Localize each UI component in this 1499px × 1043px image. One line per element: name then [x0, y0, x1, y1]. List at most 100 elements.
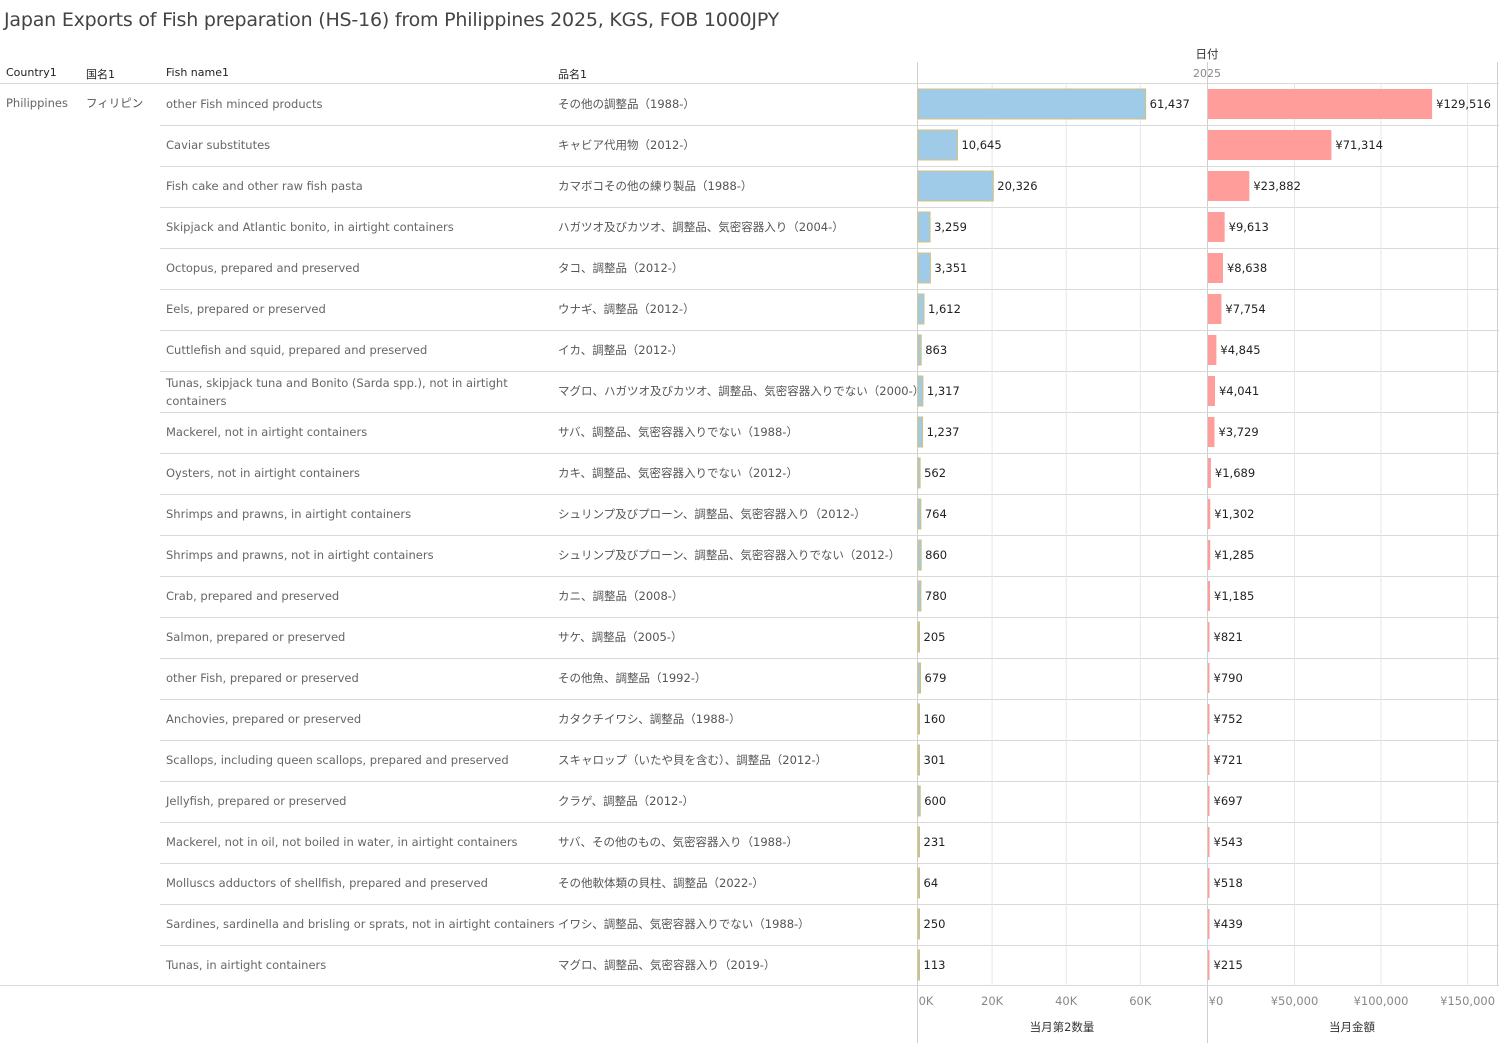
row-divider — [160, 863, 1499, 864]
row-fish-name: Tunas, skipjack tuna and Bonito (Sarda s… — [166, 376, 508, 408]
quantity-bar — [917, 621, 920, 653]
quantity-bar — [917, 129, 958, 161]
amount-axis-line — [1207, 62, 1208, 1043]
row-fish-name-jp: タコ、調整品（2012-） — [558, 261, 684, 275]
amount-bar — [1208, 130, 1332, 160]
amount-bar-label: ¥7,754 — [1225, 302, 1265, 316]
quantity-bar — [917, 498, 922, 530]
row-divider — [160, 412, 1499, 413]
quantity-bar-label: 160 — [924, 712, 946, 726]
row-fish-name-jp: マグロ、調整品、気密容器入り（2019-） — [558, 958, 776, 972]
amount-bar-label: ¥543 — [1214, 835, 1243, 849]
row-divider — [160, 166, 1499, 167]
header-country-jp: 国名1 — [86, 68, 115, 81]
chart-title: Japan Exports of Fish preparation (HS-16… — [4, 9, 780, 31]
amount-bar — [1208, 786, 1210, 816]
quantity-bar-label: 860 — [925, 548, 947, 562]
row-fish-name-jp: サケ、調整品（2005-） — [558, 630, 683, 644]
table-bottom-line — [0, 985, 1499, 986]
quantity-bar-chart: 61,437 10,645 20,326 3,259 3,351 1,612 863 1,31… — [917, 84, 1190, 986]
row-fish-name: Crab, prepared and preserved — [166, 589, 340, 603]
row-divider — [160, 207, 1499, 208]
row-divider — [160, 945, 1499, 946]
row-fish-name: Scallops, including queen scallops, prep… — [166, 753, 509, 767]
quantity-axis-title: 当月第2数量 — [1029, 1020, 1095, 1034]
row-divider — [160, 248, 1499, 249]
amount-axis-title: 当月金額 — [1329, 1020, 1375, 1034]
amount-bar-label: ¥1,285 — [1214, 548, 1254, 562]
quantity-bar-label: 1,237 — [927, 425, 960, 439]
amount-bar — [1208, 376, 1215, 406]
amount-bar — [1208, 909, 1210, 939]
amount-bar — [1208, 294, 1222, 324]
row-fish-name: Tunas, in airtight containers — [166, 958, 327, 972]
amount-bar — [1208, 868, 1210, 898]
quantity-bar-label: 20,326 — [997, 179, 1037, 193]
quantity-bar — [917, 826, 920, 858]
row-fish-name: other Fish, prepared or preserved — [166, 671, 359, 685]
row-fish-name-jp: カキ、調整品、気密容器入りでない（2012-） — [558, 466, 798, 480]
quantity-bar — [917, 88, 1147, 120]
amount-bar — [1208, 417, 1215, 447]
amount-bar-label: ¥721 — [1214, 753, 1243, 767]
quantity-bar — [917, 416, 924, 448]
quantity-bar-label: 780 — [925, 589, 947, 603]
row-fish-name-jp: カタクチイワシ、調整品（1988-） — [558, 712, 741, 726]
amount-bar-label: ¥518 — [1214, 876, 1243, 890]
amount-tick-label: ¥0 — [1208, 994, 1224, 1008]
amount-bar — [1208, 540, 1211, 570]
row-fish-name-jp: カマボコその他の練り製品（1988-） — [558, 179, 753, 193]
amount-bar-label: ¥1,302 — [1214, 507, 1254, 521]
row-divider — [160, 453, 1499, 454]
country-name-jp: フィリピン — [86, 96, 144, 110]
quantity-bar — [917, 867, 920, 899]
quantity-bar-label: 679 — [925, 671, 947, 685]
row-fish-name-jp: キャビア代用物（2012-） — [558, 138, 695, 152]
row-divider — [160, 699, 1499, 700]
amount-bar-label: ¥439 — [1214, 917, 1243, 931]
row-fish-name: Salmon, prepared or preserved — [166, 630, 346, 644]
quantity-bar — [917, 908, 920, 940]
header-country: Country1 — [6, 66, 57, 79]
row-fish-name-jp: スキャロップ（いたや貝を含む）、調整品（2012-） — [558, 753, 828, 767]
amount-bar-label: ¥4,041 — [1219, 384, 1259, 398]
amount-bar — [1208, 89, 1433, 119]
quantity-bar-label: 10,645 — [961, 138, 1001, 152]
row-fish-name: Molluscs adductors of shellfish, prepare… — [166, 876, 488, 890]
amount-bar-label: ¥752 — [1214, 712, 1243, 726]
row-fish-name-jp: その他魚、調整品（1992-） — [558, 671, 707, 685]
amount-bar-label: ¥697 — [1214, 794, 1243, 808]
amount-bar-label: ¥1,185 — [1214, 589, 1254, 603]
amount-bar — [1208, 950, 1210, 980]
quantity-bar — [917, 334, 922, 366]
row-fish-name: Shrimps and prawns, in airtight containe… — [166, 507, 412, 521]
amount-bar-label: ¥3,729 — [1218, 425, 1258, 439]
quantity-tick-label: 0K — [918, 994, 934, 1008]
quantity-bar-label: 301 — [924, 753, 946, 767]
amount-bar-label: ¥4,845 — [1220, 343, 1260, 357]
amount-bar — [1208, 253, 1223, 283]
row-fish-name: Shrimps and prawns, not in airtight cont… — [166, 548, 434, 562]
amount-bar-label: ¥71,314 — [1335, 138, 1383, 152]
amount-bar — [1208, 499, 1211, 529]
right-border-line — [1497, 62, 1498, 986]
row-divider — [160, 125, 1499, 126]
row-divider — [160, 781, 1499, 782]
amount-tick-label: ¥150,000 — [1440, 994, 1496, 1008]
amount-bar — [1208, 745, 1210, 775]
quantity-bar — [917, 211, 931, 243]
amount-bar-label: ¥8,638 — [1227, 261, 1267, 275]
quantity-bar-label: 863 — [925, 343, 947, 357]
row-divider — [160, 904, 1499, 905]
amount-bar — [1208, 622, 1210, 652]
row-fish-name-jp: クラゲ、調整品（2012-） — [558, 794, 694, 808]
row-divider — [160, 658, 1499, 659]
row-fish-name: Jellyfish, prepared or preserved — [166, 794, 347, 808]
row-fish-name: Oysters, not in airtight containers — [166, 466, 361, 480]
amount-bar-label: ¥23,882 — [1253, 179, 1301, 193]
row-divider — [160, 371, 1499, 372]
row-fish-name: Mackerel, not in oil, not boiled in wate… — [166, 835, 518, 849]
quantity-bar — [917, 949, 920, 981]
row-divider — [160, 289, 1499, 290]
quantity-bar — [917, 252, 931, 284]
